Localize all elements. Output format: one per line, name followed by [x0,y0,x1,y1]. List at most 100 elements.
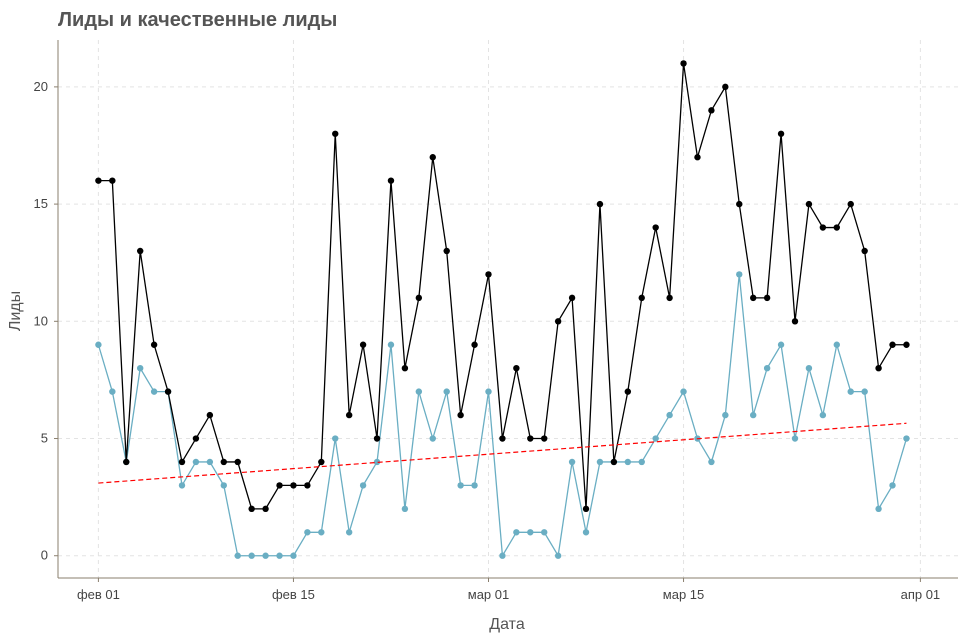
y-tick-label: 20 [34,79,48,94]
data-point [471,482,478,489]
data-point [248,505,255,513]
axes: 0 5 10 15 20 фев 01 фев 15 мар 01 мар 15 апр 01 [34,40,958,602]
data-point [192,458,200,466]
data-point [861,247,868,255]
data-point [833,341,840,348]
data-point [136,247,144,255]
data-point [262,505,269,513]
data-point [415,294,423,302]
data-point [527,529,534,536]
data-point [248,552,255,559]
data-point [819,411,827,419]
data-point [359,341,367,348]
data-point [359,482,367,489]
data-point [568,458,576,466]
data-point [736,200,743,208]
series-2 [98,422,907,484]
data-point [304,482,311,489]
data-point [206,458,214,466]
x-tick-label: мар 01 [468,587,509,602]
data-point [276,482,283,489]
series-line [98,63,907,510]
data-point [513,364,520,372]
data-point [889,482,896,489]
data-point [443,388,450,395]
data-point [234,458,241,466]
data-point [582,505,590,513]
data-point [777,341,785,348]
data-point [178,458,186,466]
data-point [290,552,297,559]
data-point [680,60,687,67]
data-point [610,458,618,466]
data-point [136,364,144,372]
data-point [541,529,548,536]
data-point [206,411,214,419]
data-point [805,364,813,372]
data-point [582,529,590,536]
data-point [680,388,687,395]
data-point [318,458,325,466]
data-point [345,411,353,419]
y-tick-label: 15 [34,196,48,211]
series-1 [95,271,910,559]
data-point [708,107,715,114]
data-point [373,435,381,442]
data-point [805,200,813,208]
series-layer [95,60,910,559]
data-point [541,435,548,442]
data-point [178,482,186,489]
x-tick-label: мар 15 [663,587,704,602]
data-point [471,341,478,348]
data-point [750,411,757,419]
data-point [513,529,520,536]
data-point [457,482,464,489]
data-point [624,388,632,395]
data-point [220,482,227,489]
data-point [596,200,604,208]
data-point [95,177,102,184]
data-point [234,552,241,559]
data-point [415,388,423,395]
data-point [290,482,297,489]
data-point [150,341,158,348]
data-point [750,294,757,302]
data-point [192,435,200,442]
data-point [819,224,827,231]
data-point [638,294,645,302]
data-point [499,435,506,442]
data-point [95,341,102,348]
x-tick-label: фев 15 [272,587,315,602]
y-tick-label: 10 [34,313,48,328]
data-point [373,458,381,466]
data-point [304,529,311,536]
data-point [847,388,854,395]
data-point [554,318,562,325]
data-point [638,458,645,466]
grid-lines [58,40,958,578]
data-point [903,435,910,442]
data-point [568,294,576,302]
data-point [443,247,450,255]
data-point [387,177,395,184]
data-point [457,411,464,419]
data-point [123,458,130,466]
data-point [875,505,882,513]
data-point [652,435,659,442]
series-line [97,274,908,558]
x-tick-label: фев 01 [77,587,120,602]
chart-title: Лиды и качественные лиды [58,9,337,31]
data-point [332,435,339,442]
data-point [694,154,701,161]
data-point [262,552,269,559]
data-point [652,224,659,231]
data-point [722,83,729,91]
data-point [708,458,715,466]
data-point [109,388,116,395]
data-point [763,364,771,372]
data-point [833,224,840,231]
data-point [401,505,409,513]
data-point [429,154,436,161]
data-point [401,364,409,372]
